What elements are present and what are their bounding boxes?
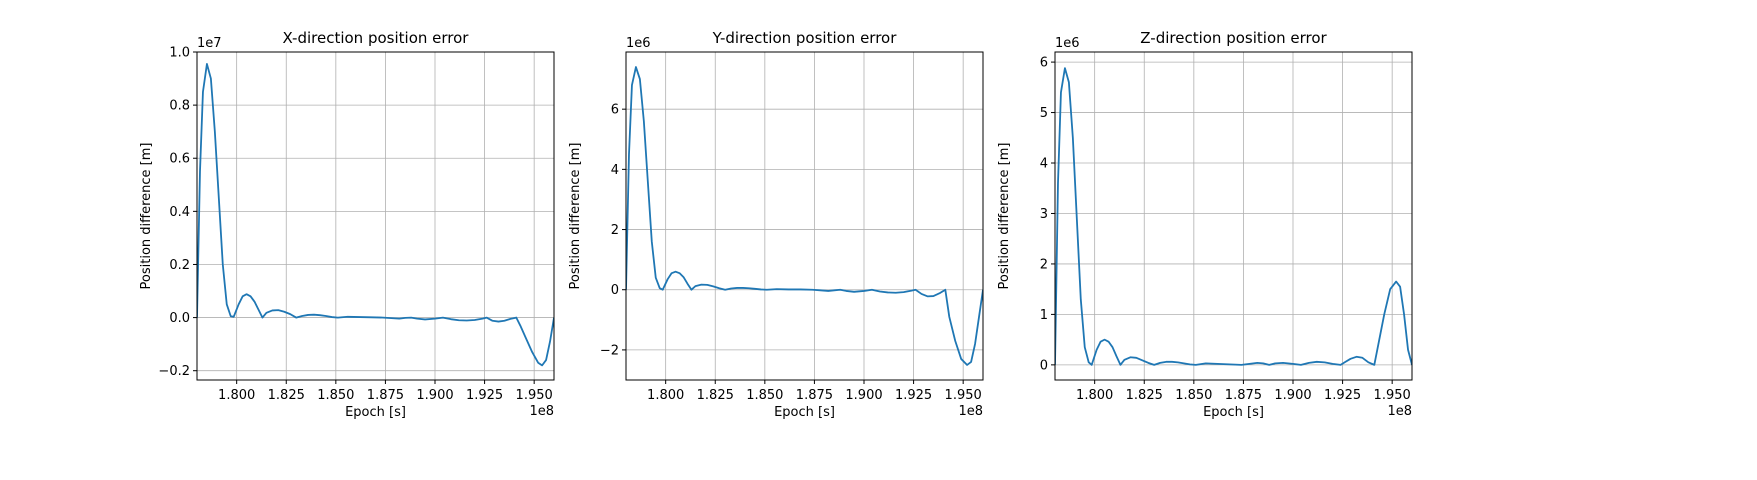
y-error-xtick-label-5: 1.925 — [895, 388, 932, 403]
z-error-xtick-label-3: 1.875 — [1225, 388, 1262, 403]
y-error-ytick-label-2: 2 — [611, 223, 619, 238]
x-error-ytick-label-1: 0.0 — [169, 311, 190, 326]
z-error-xtick-label-4: 1.900 — [1274, 388, 1311, 403]
z-error-y-multiplier: 1e6 — [1055, 36, 1080, 51]
x-error-axes-frame — [196, 51, 555, 381]
z-error-x-multiplier: 1e8 — [1387, 404, 1412, 419]
z-error-grid — [1055, 52, 1412, 380]
z-error-subplot: 1.800 1.825 1.850 1.875 1.900 1.925 1.950 0 1 2 3 4… — [997, 29, 1413, 420]
z-error-ytick-label-6: 6 — [1040, 56, 1048, 71]
y-error-ytick-label-0: −2 — [600, 343, 619, 358]
y-error-xtick-label-6: 1.950 — [945, 388, 982, 403]
z-error-ylabel: Position difference [m] — [997, 143, 1012, 290]
y-error-y-multiplier: 1e6 — [626, 36, 651, 51]
x-error-xtick-label-0: 1.800 — [218, 388, 255, 403]
y-error-xtick-label-0: 1.800 — [647, 388, 684, 403]
x-error-xtick-label-5: 1.925 — [466, 388, 503, 403]
z-error-line — [1055, 67, 1412, 366]
z-error-ytick-label-2: 2 — [1040, 257, 1048, 272]
y-error-x-multiplier: 1e8 — [958, 404, 983, 419]
z-error-xtick-label-1: 1.825 — [1126, 388, 1163, 403]
y-error-ticks: 1.800 1.825 1.850 1.875 1.900 1.925 1.950 −2 0 2 4… — [600, 103, 982, 403]
y-error-subplot: 1.800 1.825 1.850 1.875 1.900 1.925 1.950 −2 0 2 4… — [568, 29, 984, 420]
z-error-axes-frame — [1054, 51, 1413, 381]
y-error-xtick-label-3: 1.875 — [796, 388, 833, 403]
x-error-subplot: 1.800 1.825 1.850 1.875 1.900 1.925 1.950 −0.2 0… — [139, 29, 555, 420]
z-error-xtick-label-5: 1.925 — [1324, 388, 1361, 403]
y-error-ytick-label-4: 6 — [611, 103, 619, 118]
z-error-ytick-label-4: 4 — [1040, 157, 1048, 172]
y-error-title: Y-direction position error — [712, 29, 898, 47]
z-error-title: Z-direction position error — [1140, 29, 1327, 47]
y-error-grid — [626, 52, 983, 380]
x-error-xtick-label-4: 1.900 — [416, 388, 453, 403]
x-error-xtick-label-6: 1.950 — [516, 388, 553, 403]
z-error-ytick-label-1: 1 — [1040, 308, 1048, 323]
z-error-xtick-label-2: 1.850 — [1175, 388, 1212, 403]
x-error-ytick-label-2: 0.2 — [169, 258, 190, 273]
z-error-ytick-label-3: 3 — [1040, 207, 1048, 222]
z-error-xtick-label-0: 1.800 — [1076, 388, 1113, 403]
y-error-axes-frame — [625, 51, 984, 381]
x-error-ytick-label-5: 0.8 — [169, 99, 190, 114]
x-error-ylabel: Position difference [m] — [139, 143, 154, 290]
x-error-ytick-label-0: −0.2 — [158, 364, 190, 379]
z-error-ticks: 1.800 1.825 1.850 1.875 1.900 1.925 1.950 0 1 2 3 4… — [1040, 56, 1411, 403]
x-error-y-multiplier: 1e7 — [197, 36, 222, 51]
x-error-xtick-label-3: 1.875 — [367, 388, 404, 403]
z-error-ytick-label-0: 0 — [1040, 358, 1048, 373]
y-error-xtick-label-1: 1.825 — [697, 388, 734, 403]
y-error-xtick-label-4: 1.900 — [845, 388, 882, 403]
z-error-ytick-label-5: 5 — [1040, 106, 1048, 121]
y-error-ylabel: Position difference [m] — [568, 143, 583, 290]
x-error-xtick-label-2: 1.850 — [317, 388, 354, 403]
y-error-xlabel: Epoch [s] — [774, 405, 835, 420]
x-error-ytick-label-3: 0.4 — [169, 205, 190, 220]
z-error-xtick-label-6: 1.950 — [1374, 388, 1411, 403]
y-error-ytick-label-3: 4 — [611, 163, 619, 178]
x-error-title: X-direction position error — [283, 29, 470, 47]
x-error-ytick-label-4: 0.6 — [169, 152, 190, 167]
z-error-xlabel: Epoch [s] — [1203, 405, 1264, 420]
y-error-ytick-label-1: 0 — [611, 283, 619, 298]
x-error-ytick-label-6: 1.0 — [169, 46, 190, 61]
x-error-xlabel: Epoch [s] — [345, 405, 406, 420]
x-error-xtick-label-1: 1.825 — [268, 388, 305, 403]
x-error-line — [197, 63, 554, 367]
x-error-ticks: 1.800 1.825 1.850 1.875 1.900 1.925 1.950 −0.2 0… — [158, 46, 552, 404]
x-error-x-multiplier: 1e8 — [529, 404, 554, 419]
y-error-xtick-label-2: 1.850 — [746, 388, 783, 403]
y-error-line — [626, 66, 983, 366]
